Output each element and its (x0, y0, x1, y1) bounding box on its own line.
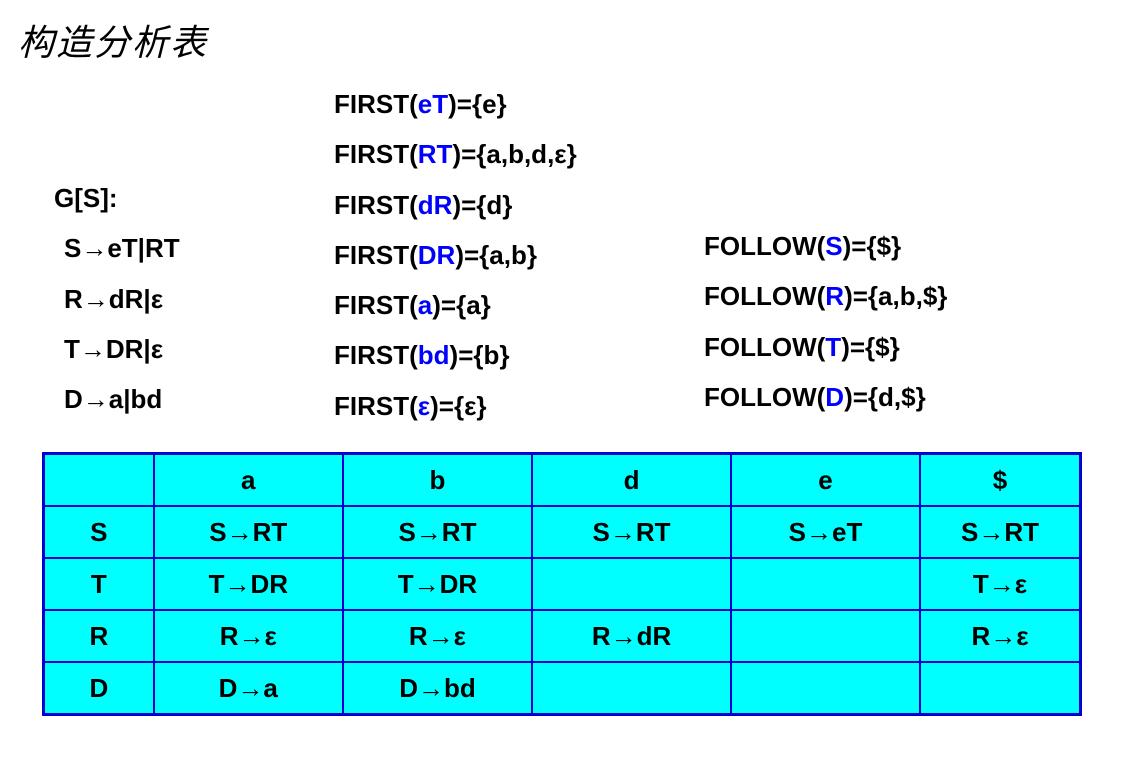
table-cell: R→ε (920, 610, 1080, 662)
table-cell (532, 558, 731, 610)
follow-arg: R (825, 281, 844, 311)
first-set: FIRST(a)={a} (334, 285, 704, 325)
table-row: T T→DR T→DR T→ε (44, 558, 1081, 610)
first-arg: eT (418, 89, 448, 119)
follow-prefix: FOLLOW( (704, 231, 825, 261)
follow-set: FOLLOW(R)={a,b,$} (704, 276, 1084, 316)
table-cell: D→bd (343, 662, 532, 715)
first-prefix: FIRST( (334, 190, 418, 220)
grammar-rule: T→DR|ε (64, 329, 334, 369)
table-row-header: R (44, 610, 154, 662)
slide: 构造分析表 G[S]: S→eT|RT R→dR|ε T→DR|ε D→a|bd… (0, 0, 1126, 778)
page-title: 构造分析表 (18, 14, 1090, 66)
table-row: D D→a D→bd (44, 662, 1081, 715)
follow-set: FOLLOW(S)={$} (704, 226, 1084, 266)
first-prefix: FIRST( (334, 89, 418, 119)
table-row-header: S (44, 506, 154, 558)
table-cell (920, 662, 1080, 715)
follow-suffix: )={d,$} (844, 382, 926, 412)
table-col-header: b (343, 454, 532, 507)
first-arg: dR (418, 190, 453, 220)
follow-arg: D (825, 382, 844, 412)
table-header-row: a b d e $ (44, 454, 1081, 507)
parse-table: a b d e $ S S→RT S→RT S→RT S→eT S→RT T T… (42, 452, 1082, 716)
table-cell (731, 558, 920, 610)
first-suffix: )={d} (452, 190, 512, 220)
grammar-rule: S→eT|RT (64, 228, 334, 268)
first-sets-column: FIRST(eT)={e} FIRST(RT)={a,b,d,ε} FIRST(… (334, 84, 704, 426)
first-arg: DR (418, 240, 456, 270)
table-row-header: D (44, 662, 154, 715)
table-cell: R→ε (154, 610, 343, 662)
grammar-column: G[S]: S→eT|RT R→dR|ε T→DR|ε D→a|bd (64, 84, 334, 426)
follow-suffix: )={$} (841, 332, 900, 362)
first-suffix: )={a,b,d,ε} (452, 139, 576, 169)
table-cell: T→DR (343, 558, 532, 610)
follow-prefix: FOLLOW( (704, 332, 825, 362)
grammar-rule: R→dR|ε (64, 279, 334, 319)
first-set: FIRST(eT)={e} (334, 84, 704, 124)
follow-spacer (704, 84, 1084, 216)
grammar-spacer (64, 84, 334, 168)
table-row: S S→RT S→RT S→RT S→eT S→RT (44, 506, 1081, 558)
follow-prefix: FOLLOW( (704, 382, 825, 412)
first-suffix: )={a} (432, 290, 491, 320)
first-prefix: FIRST( (334, 391, 418, 421)
first-prefix: FIRST( (334, 240, 418, 270)
grammar-header: G[S]: (54, 178, 334, 218)
first-prefix: FIRST( (334, 139, 418, 169)
table-corner (44, 454, 154, 507)
follow-set: FOLLOW(D)={d,$} (704, 377, 1084, 417)
table-cell: S→RT (920, 506, 1080, 558)
first-suffix: )={e} (448, 89, 507, 119)
first-arg: a (418, 290, 432, 320)
table-cell: R→dR (532, 610, 731, 662)
first-arg: RT (418, 139, 453, 169)
table-cell: R→ε (343, 610, 532, 662)
first-set: FIRST(dR)={d} (334, 185, 704, 225)
grammar-rule: D→a|bd (64, 379, 334, 419)
first-suffix: )={b} (450, 340, 510, 370)
first-set: FIRST(ε)={ε} (334, 386, 704, 426)
table-cell: S→RT (154, 506, 343, 558)
table-cell: D→a (154, 662, 343, 715)
first-suffix: )={a,b} (455, 240, 537, 270)
table-row-header: T (44, 558, 154, 610)
table-col-header: $ (920, 454, 1080, 507)
table-cell: S→RT (532, 506, 731, 558)
follow-arg: S (825, 231, 842, 261)
table-col-header: d (532, 454, 731, 507)
follow-sets-column: FOLLOW(S)={$} FOLLOW(R)={a,b,$} FOLLOW(T… (704, 84, 1084, 426)
table-cell (731, 662, 920, 715)
first-suffix: )={ε} (430, 391, 486, 421)
follow-suffix: )={$} (843, 231, 902, 261)
follow-prefix: FOLLOW( (704, 281, 825, 311)
table-cell (532, 662, 731, 715)
first-set: FIRST(bd)={b} (334, 335, 704, 375)
first-set: FIRST(RT)={a,b,d,ε} (334, 134, 704, 174)
first-prefix: FIRST( (334, 340, 418, 370)
follow-suffix: )={a,b,$} (844, 281, 947, 311)
table-cell: T→DR (154, 558, 343, 610)
first-prefix: FIRST( (334, 290, 418, 320)
table-row: R R→ε R→ε R→dR R→ε (44, 610, 1081, 662)
first-arg: ε (418, 391, 430, 421)
table-cell: S→RT (343, 506, 532, 558)
table-cell (731, 610, 920, 662)
table-cell: S→eT (731, 506, 920, 558)
definitions-grid: G[S]: S→eT|RT R→dR|ε T→DR|ε D→a|bd FIRST… (64, 84, 1090, 426)
first-arg: bd (418, 340, 450, 370)
table-col-header: e (731, 454, 920, 507)
table-cell: T→ε (920, 558, 1080, 610)
first-set: FIRST(DR)={a,b} (334, 235, 704, 275)
table-col-header: a (154, 454, 343, 507)
follow-set: FOLLOW(T)={$} (704, 327, 1084, 367)
follow-arg: T (825, 332, 841, 362)
